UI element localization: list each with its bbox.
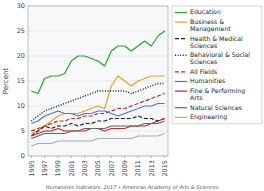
legend-label-line: Natural Sciences (190, 104, 242, 111)
series-line (31, 134, 164, 147)
tick-label: 10 (17, 102, 25, 110)
legend-swatch (175, 107, 187, 108)
tick-label: 2001 (68, 160, 76, 177)
annotation: Humanities Indicators, 2017 • American A… (46, 184, 219, 191)
legend-label: Behavioral & SocialSciences (190, 51, 250, 65)
legend-swatch (175, 117, 187, 118)
legend-label: Fine & PerformingArts (190, 87, 245, 101)
legend-swatch (175, 55, 187, 57)
tick-label: 2011 (134, 160, 142, 177)
axis-label: Percent (2, 68, 10, 95)
legend-label: All Fields (190, 68, 217, 75)
tick-label: 5 (21, 127, 25, 135)
legend-box (172, 6, 262, 124)
tick-label: 2005 (94, 160, 102, 177)
chart: 0 5 10 15 20 25 30 1995 1997 1999 2001 2003 2005 2007… (0, 0, 264, 191)
tick-label: 1997 (41, 160, 49, 177)
legend-label: Humanities (190, 77, 225, 84)
legend-label: Natural Sciences (190, 104, 242, 111)
legend-label: Health & MedicalSciences (190, 35, 243, 49)
tick-label: 2007 (108, 160, 116, 177)
legend-label-line: All Fields (190, 68, 217, 75)
tick-label: 2009 (121, 160, 129, 177)
legend-label-line: Management (190, 25, 231, 33)
series-line (31, 84, 164, 122)
tick-label: 2013 (148, 160, 156, 177)
legend-label-line: Arts (190, 94, 202, 101)
tick-label: 2003 (81, 160, 89, 177)
grid-line (28, 31, 168, 32)
plot-area (28, 6, 168, 156)
series-line (31, 76, 164, 134)
series-line (31, 104, 164, 124)
legend-label-line: Sciences (190, 58, 217, 65)
legend-swatch (175, 71, 187, 72)
legend-swatch (175, 22, 187, 23)
legend-swatch (175, 38, 187, 39)
tick-label: 25 (17, 27, 25, 35)
legend-label-line: Sciences (190, 42, 217, 49)
plot-frame (28, 6, 168, 156)
tick-label: 2015 (161, 160, 169, 177)
tick-label: 0 (21, 152, 25, 160)
legend: Education Business &Management Health & Me… (172, 6, 262, 124)
legend-label-line: Health & Medical (190, 35, 243, 42)
legend-label-line: Education (190, 8, 221, 15)
legend-label: Engineering (190, 113, 227, 121)
tick-label: 15 (17, 77, 25, 85)
legend-label-line: Engineering (190, 113, 227, 121)
legend-swatch (175, 12, 187, 13)
tick-label: 1999 (54, 160, 62, 177)
tick-label: 20 (17, 52, 25, 60)
legend-swatch (175, 81, 187, 82)
series-line (31, 31, 164, 94)
legend-label: Education (190, 8, 221, 15)
grid-line (28, 56, 168, 57)
legend-swatch (175, 90, 187, 91)
series-group (31, 31, 164, 146)
grid-line (28, 81, 168, 82)
legend-label-line: Humanities (190, 77, 225, 84)
legend-label: Business &Management (190, 18, 231, 33)
legend-label-line: Behavioral & Social (190, 51, 250, 58)
legend-label-line: Business & (190, 18, 224, 25)
tick-label: 30 (17, 2, 25, 10)
tick-label: 1995 (28, 160, 36, 177)
